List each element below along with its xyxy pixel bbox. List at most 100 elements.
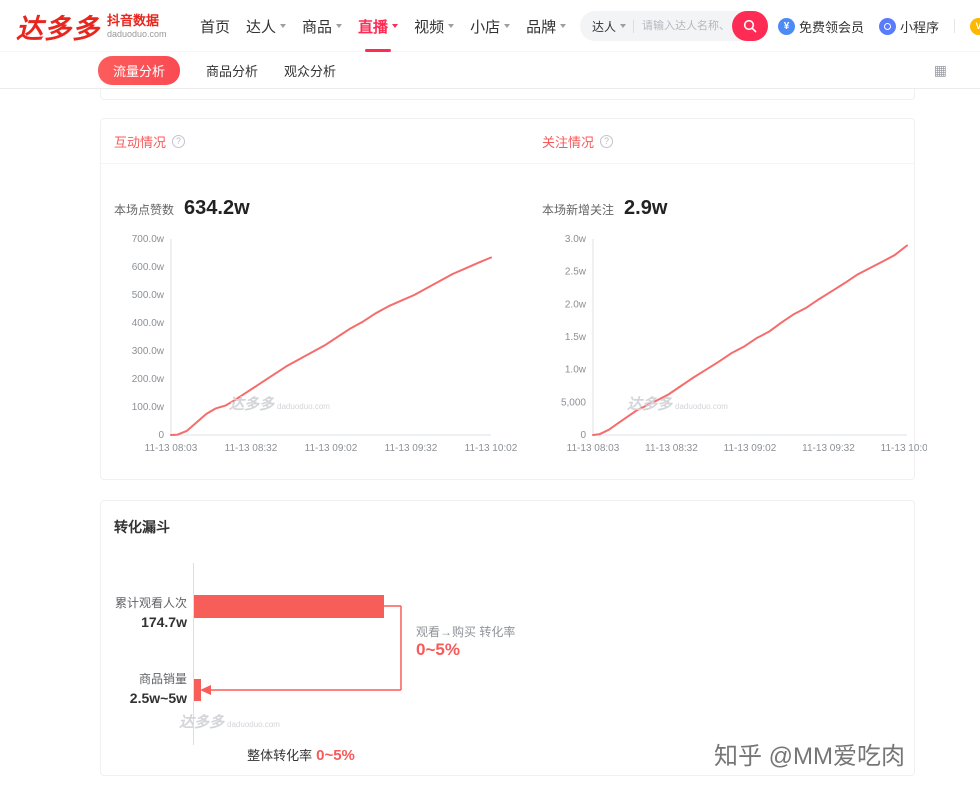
nav-item-daren[interactable]: 达人 — [238, 0, 294, 52]
svg-text:300.0w: 300.0w — [132, 346, 165, 357]
funnel-title: 转化漏斗 — [114, 519, 170, 535]
nav-item-label: 小店 — [470, 18, 501, 36]
follow-stat-value: 2.9w — [624, 197, 668, 219]
divider — [954, 19, 956, 33]
follow-stat: 本场新增关注 2.9w — [542, 197, 914, 221]
logo-tagline: 抖音数据 — [107, 12, 160, 28]
help-icon[interactable] — [172, 134, 186, 148]
tab-traffic-analysis[interactable]: 流量分析 — [98, 55, 181, 85]
likes-stat-value: 634.2w — [184, 197, 250, 219]
overall-conversion-label: 整体转化率 — [247, 748, 313, 763]
nav-item-brand[interactable]: 品牌 — [518, 0, 574, 52]
follow-section: 关注情况 本场新增关注 2.9w 0 5,000 1.0w 1.5w 2.0w 2.5w 3… — [527, 119, 927, 479]
nav-item-live[interactable]: 直播 — [350, 0, 406, 52]
svg-text:400.0w: 400.0w — [132, 318, 165, 329]
tab-product-analysis[interactable]: 商品分析 — [206, 63, 259, 79]
svg-text:11-13 09:32: 11-13 09:32 — [385, 443, 438, 454]
nav-item-shop[interactable]: 小店 — [462, 0, 518, 52]
svg-text:3.0w: 3.0w — [565, 234, 587, 245]
chevron-down-icon — [448, 24, 455, 28]
svg-text:2.5w: 2.5w — [565, 267, 587, 278]
svg-text:11-13 08:03: 11-13 08:03 — [145, 443, 198, 454]
interaction-section: 互动情况 本场点赞数 634.2w 0 100.0w 200.0w 300.0w 400… — [101, 119, 527, 479]
svg-text:500.0w: 500.0w — [132, 290, 165, 301]
miniprogram-link[interactable]: 小程序 — [879, 17, 939, 36]
pro-badge-icon: V — [970, 17, 980, 35]
search-divider — [633, 19, 635, 33]
overall-conversion-value: 0~5% — [316, 747, 355, 764]
nav-item-label: 品牌 — [526, 18, 557, 36]
logo-brand-text: 达多多 — [16, 14, 100, 44]
main-nav: 首页 达人 商品 直播 视频 小店 品牌 — [192, 0, 574, 52]
free-membership-link[interactable]: ¥ 免费领会员 — [778, 17, 864, 36]
nav-item-label: 首页 — [200, 18, 231, 36]
search-category-label: 达人 — [592, 19, 617, 34]
nav-item-video[interactable]: 视频 — [406, 0, 462, 52]
search-category-select[interactable]: 达人 — [580, 18, 633, 35]
logo-meta: 抖音数据 daduoduo.com — [107, 12, 167, 39]
help-icon[interactable] — [600, 134, 614, 148]
funnel-axis-line — [193, 563, 194, 745]
interaction-header: 互动情况 — [101, 119, 527, 163]
svg-text:11-13 08:32: 11-13 08:32 — [645, 443, 698, 454]
search-input[interactable] — [634, 20, 732, 32]
svg-text:11-13 09:32: 11-13 09:32 — [802, 443, 855, 454]
views-value: 174.7w — [141, 614, 187, 630]
svg-text:700.0w: 700.0w — [132, 234, 165, 245]
miniprogram-icon — [879, 17, 897, 35]
svg-text:11-13 08:32: 11-13 08:32 — [225, 443, 278, 454]
svg-text:0: 0 — [158, 430, 164, 441]
nav-item-home[interactable]: 首页 — [192, 0, 238, 52]
nav-item-label: 商品 — [302, 18, 333, 36]
nav-item-goods[interactable]: 商品 — [294, 0, 350, 52]
search-icon — [743, 19, 757, 33]
overall-conversion: 整体转化率 0~5% — [196, 745, 406, 764]
search-bar: 达人 — [580, 11, 768, 41]
svg-text:200.0w: 200.0w — [132, 374, 165, 385]
svg-text:11-13 08:03: 11-13 08:03 — [567, 443, 620, 454]
follow-title: 关注情况 — [542, 134, 595, 150]
chevron-down-icon — [280, 24, 287, 28]
follow-stat-label: 本场新增关注 — [542, 203, 615, 217]
tab-audience-analysis[interactable]: 观众分析 — [284, 63, 337, 79]
conversion-funnel-card: 转化漏斗 累计观看人次 174.7w 商品销量 2.5w~5w 观看→购买 转化… — [100, 500, 915, 776]
navbar-right: ¥ 免费领会员 小程序 V 专业版 — [778, 0, 980, 52]
zhihu-watermark: 知乎 @MM爱吃肉 — [714, 743, 906, 770]
svg-text:100.0w: 100.0w — [132, 402, 165, 413]
free-membership-label: 免费领会员 — [799, 19, 865, 35]
funnel-row-views: 累计观看人次 174.7w — [101, 594, 187, 630]
svg-text:11-13 10:02: 11-13 10:02 — [465, 443, 518, 454]
logo-domain: daduoduo.com — [107, 28, 167, 39]
chevron-down-icon — [560, 24, 567, 28]
svg-text:5,000: 5,000 — [561, 397, 586, 408]
likes-line-chart: 0 100.0w 200.0w 300.0w 400.0w 500.0w 600.0w 700… — [132, 234, 518, 454]
previous-card-bottom-edge — [100, 89, 915, 100]
chevron-down-icon — [504, 24, 511, 28]
card-head-divider — [101, 163, 914, 164]
pro-version-link[interactable]: V 专业版 — [970, 17, 980, 36]
chart-watermark: 达多多 daduoduo.com — [179, 711, 280, 732]
interaction-title: 互动情况 — [114, 134, 167, 150]
watermark-domain: daduoduo.com — [227, 720, 280, 729]
funnel-connector-arrow — [200, 605, 402, 695]
follow-header: 关注情况 — [527, 119, 914, 163]
follows-line-chart: 0 5,000 1.0w 1.5w 2.0w 2.5w 3.0w 11-13 08:03 11-… — [561, 234, 927, 454]
svg-text:600.0w: 600.0w — [132, 262, 165, 273]
site-logo[interactable]: 达多多 抖音数据 daduoduo.com — [16, 7, 167, 46]
chevron-down-icon — [336, 24, 343, 28]
top-navbar: 达多多 抖音数据 daduoduo.com 首页 达人 商品 直播 视频 小店 — [0, 0, 980, 52]
engagement-charts-card: 互动情况 本场点赞数 634.2w 0 100.0w 200.0w 300.0w 400… — [100, 118, 927, 480]
search-button[interactable] — [732, 11, 768, 41]
views-bar — [194, 595, 384, 618]
membership-coin-icon: ¥ — [778, 17, 795, 35]
nav-item-label: 达人 — [246, 18, 277, 36]
nav-item-label: 视频 — [414, 18, 445, 36]
grid-menu-icon[interactable]: ▦ — [933, 61, 947, 78]
funnel-row-sales: 商品销量 2.5w~5w — [101, 670, 187, 706]
sales-label: 商品销量 — [138, 672, 187, 686]
analysis-tabbar: 流量分析 商品分析 观众分析 ▦ — [0, 52, 980, 89]
nav-item-label: 直播 — [358, 18, 389, 36]
svg-text:0: 0 — [580, 430, 586, 441]
svg-text:1.0w: 1.0w — [565, 365, 587, 376]
svg-text:1.5w: 1.5w — [565, 332, 587, 343]
